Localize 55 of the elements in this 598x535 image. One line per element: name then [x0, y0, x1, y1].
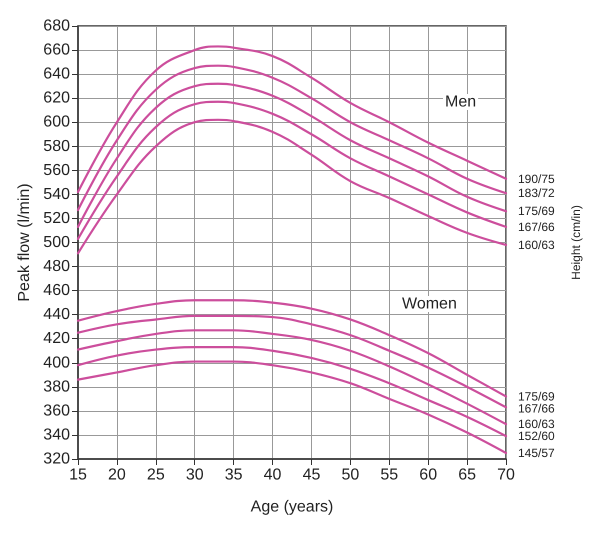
y-tick-label: 360: [43, 402, 70, 420]
series-label: 167/66: [518, 220, 556, 234]
y-tick-label: 400: [43, 354, 70, 372]
x-tick-label: 30: [186, 466, 204, 484]
x-tick-label: 50: [341, 466, 360, 484]
y-tick-label: 440: [43, 306, 70, 324]
y-tick-label: 480: [43, 258, 70, 276]
x-tick-label: 55: [380, 466, 398, 484]
line-series: [76, 45, 508, 194]
series-label: 183/72: [518, 186, 556, 200]
series-label: 160/63: [518, 417, 556, 432]
y-tick-label: 520: [43, 210, 70, 227]
y-tick-label: 640: [43, 66, 70, 83]
y-tick-label: 540: [43, 186, 70, 203]
annotation: Men: [445, 94, 476, 110]
y-tick-label: 580: [43, 138, 70, 155]
y-tick-label: 340: [43, 426, 70, 444]
y-tick-label: 560: [43, 162, 70, 179]
series-label: 152/60: [518, 429, 556, 444]
line-series: [76, 299, 508, 398]
line-series: [76, 346, 508, 438]
series-label: 145/57: [518, 446, 556, 460]
series-label: 190/75: [518, 172, 556, 186]
x-tick-label: 35: [224, 466, 243, 484]
x-tick-label: 70: [497, 466, 515, 484]
series-label: 160/63: [518, 238, 556, 252]
y-tick-label: 500: [43, 234, 70, 251]
y-axis-title: Peak flow (l/min): [16, 183, 33, 302]
line-series: [76, 360, 508, 454]
x-tick-label: 60: [419, 466, 438, 484]
y-tick-label: 380: [43, 378, 70, 396]
line-series: [76, 64, 508, 212]
series-label: 175/69: [518, 204, 556, 218]
x-tick-label: 45: [302, 466, 320, 484]
line-series: [76, 118, 508, 254]
line-series: [76, 329, 508, 426]
y-tick-label: 320: [43, 450, 70, 468]
line-series: [76, 82, 508, 228]
annotation: Women: [402, 296, 457, 312]
y-tick-label: 420: [43, 330, 70, 348]
x-tick-label: 40: [264, 466, 282, 484]
x-tick-label: 15: [69, 466, 87, 484]
x-axis-title: Age (years): [250, 498, 334, 516]
y-tick-label: 600: [43, 114, 70, 131]
y-tick-label: 620: [43, 90, 70, 107]
y-tick-label: 680: [43, 18, 70, 34]
y-tick-label: 460: [43, 282, 70, 300]
x-tick-label: 20: [108, 466, 126, 484]
series-label: 167/66: [518, 401, 556, 416]
line-series: [76, 314, 508, 408]
y2-axis-title: Height (cm/in): [569, 205, 583, 280]
y-tick-label: 660: [43, 42, 70, 59]
x-tick-label: 65: [458, 466, 476, 484]
series-label: 175/69: [518, 389, 556, 404]
x-tick-label: 25: [146, 466, 165, 484]
